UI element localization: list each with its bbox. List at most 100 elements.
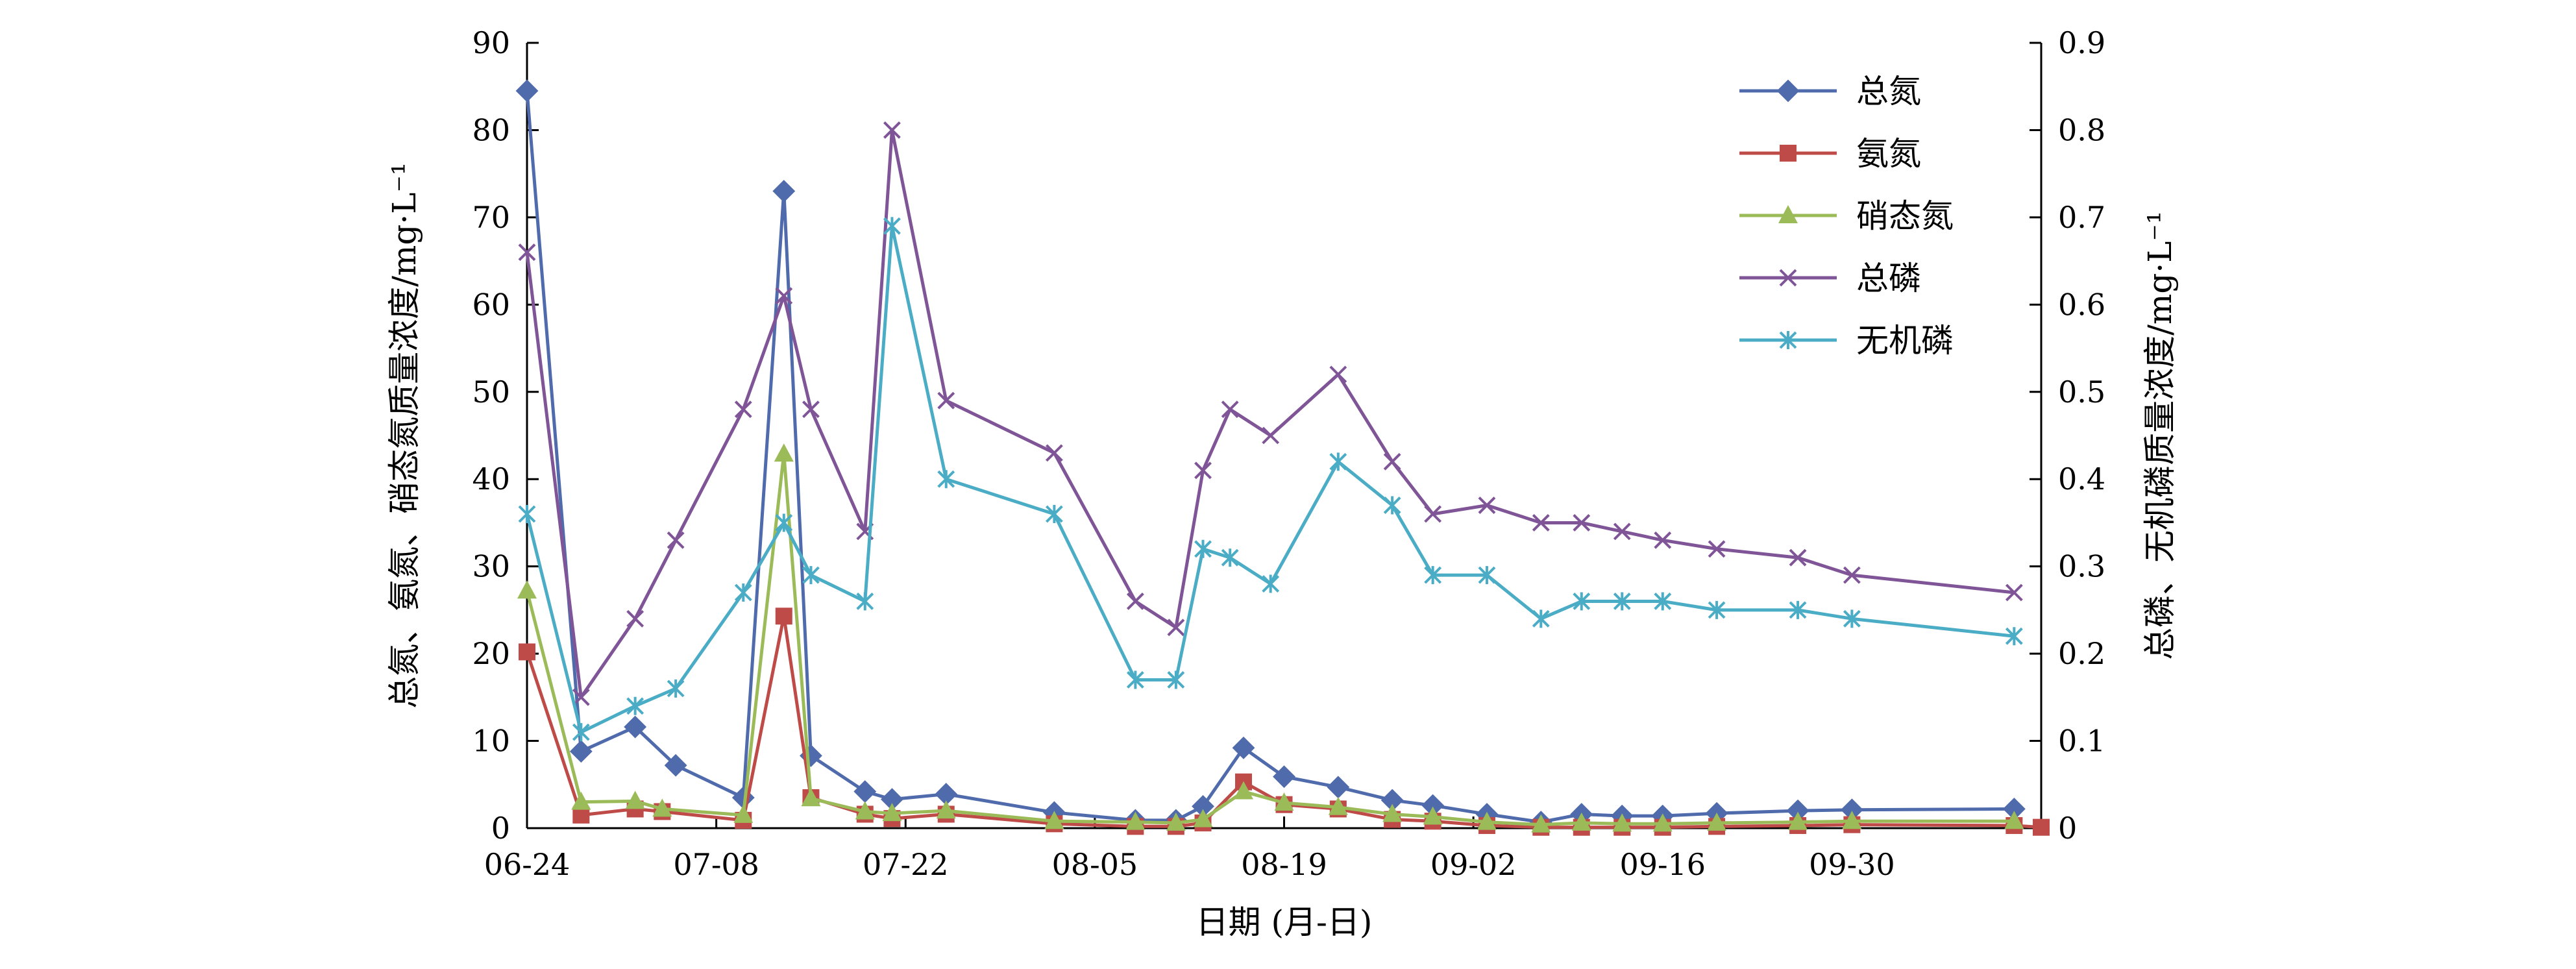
series-4-line bbox=[525, 128, 2015, 699]
series-4-point bbox=[883, 121, 901, 139]
series-4-point bbox=[1262, 426, 1280, 445]
series-5-point bbox=[1654, 592, 1672, 611]
series-1-line bbox=[525, 90, 2015, 824]
series-3-point bbox=[855, 801, 875, 820]
series-1-point bbox=[569, 740, 593, 763]
y-left-tick-label: 50 bbox=[472, 374, 510, 410]
series-3-point bbox=[1044, 811, 1064, 829]
series-4-point bbox=[1478, 497, 1496, 514]
series-3-point bbox=[1612, 813, 1632, 832]
series-3-point bbox=[1788, 811, 1808, 830]
legend-label: 氨氮 bbox=[1856, 135, 1921, 173]
series-5-point bbox=[1329, 452, 1347, 471]
x-axis-title: 日期 (月-日) bbox=[1196, 903, 1373, 941]
series-5-point bbox=[1789, 600, 1807, 619]
series-5-point bbox=[1262, 574, 1280, 593]
legend-label: 无机磷 bbox=[1856, 322, 1954, 360]
series-3-point bbox=[774, 443, 794, 462]
series-5-point bbox=[734, 583, 752, 602]
series-4-point bbox=[518, 243, 536, 262]
series-4-point bbox=[802, 400, 820, 419]
x-tick-label: 06-24 bbox=[484, 847, 570, 882]
y-right-tick-label: 0.4 bbox=[2058, 461, 2105, 497]
series-3-point bbox=[1274, 792, 1294, 811]
x-tick-label: 08-19 bbox=[1241, 847, 1327, 882]
legend-swatch-marker bbox=[1779, 269, 1797, 287]
series-3-point bbox=[1652, 813, 1673, 832]
series-4-point bbox=[1329, 365, 1347, 384]
series-4-point bbox=[667, 531, 685, 549]
series-5-point bbox=[1194, 539, 1212, 558]
series-1-point bbox=[1327, 776, 1350, 799]
series-4-point bbox=[1221, 400, 1239, 419]
y-right-tick-label: 0.6 bbox=[2058, 287, 2105, 322]
series-4-point bbox=[1843, 566, 1861, 584]
axes: 0 10 20 30 40 50 60 70 80 90 0 0.1 0.2 0.3 0.4 0.5 0.6 0.… bbox=[472, 25, 2105, 882]
series-5-point bbox=[1573, 592, 1591, 611]
series-4-point bbox=[1167, 619, 1185, 637]
series-3-point bbox=[1477, 811, 1497, 830]
series-5-point bbox=[1613, 592, 1631, 611]
series-4-point bbox=[2005, 583, 2023, 602]
legend-swatch-marker bbox=[1776, 79, 1800, 103]
series-4-point bbox=[626, 609, 644, 628]
series-3-point bbox=[936, 800, 956, 819]
series-5-point bbox=[2005, 627, 2023, 646]
series-3-point bbox=[1707, 812, 1727, 831]
y-left-tick-label: 40 bbox=[472, 461, 510, 497]
y-right-tick-label: 0 bbox=[2058, 811, 2077, 846]
series-3-point bbox=[2004, 811, 2024, 829]
x-tick-label: 07-08 bbox=[673, 847, 759, 882]
series-3-point bbox=[1382, 803, 1403, 822]
series-4-point bbox=[734, 400, 752, 419]
series-4-point bbox=[1573, 514, 1591, 532]
series-5-point bbox=[1532, 609, 1550, 628]
x-tick-label: 09-16 bbox=[1619, 847, 1706, 882]
y-right-tick-label: 0.1 bbox=[2058, 724, 2105, 759]
series-1-point bbox=[1273, 765, 1295, 789]
series-4-point bbox=[1194, 461, 1212, 480]
series-5-point bbox=[1167, 670, 1185, 689]
series-4-point bbox=[1424, 505, 1442, 523]
series-1 bbox=[515, 79, 2026, 834]
series-5-point bbox=[1221, 548, 1239, 567]
y-right-tick-label: 0.9 bbox=[2058, 25, 2105, 60]
series-5-point bbox=[1045, 505, 1063, 523]
series-3-point bbox=[1234, 781, 1254, 800]
y-left-tick-label: 90 bbox=[472, 25, 510, 60]
series-5 bbox=[518, 217, 2023, 742]
series-4-point bbox=[1654, 531, 1672, 549]
y-axis-left-title: 总氮、氨氮、硝态氮质量浓度/mg·L⁻¹ bbox=[386, 162, 423, 709]
legend-label: 总氮 bbox=[1856, 73, 1921, 110]
x-tick-label: 08-05 bbox=[1052, 847, 1138, 882]
series-1-point bbox=[853, 780, 877, 803]
series-3-point bbox=[882, 803, 902, 822]
series-5-point bbox=[667, 679, 685, 698]
series-layer bbox=[515, 79, 2050, 836]
series-3-point bbox=[517, 580, 537, 599]
series-5-point bbox=[572, 723, 590, 742]
y-left-tick-label: 0 bbox=[491, 811, 510, 846]
y-right-tick-label: 0.2 bbox=[2058, 636, 2105, 671]
legend-label: 总磷 bbox=[1856, 260, 1921, 297]
series-5-point bbox=[518, 505, 536, 523]
series-5-line bbox=[525, 224, 2015, 734]
series-1-point bbox=[664, 754, 687, 777]
series-3-point bbox=[1166, 812, 1186, 831]
series-2-point bbox=[2033, 818, 2050, 836]
series-4-point bbox=[1045, 444, 1063, 462]
series-3-point bbox=[801, 788, 821, 807]
series-5-point bbox=[1843, 609, 1861, 628]
series-4-point bbox=[572, 688, 590, 706]
y-left-tick-label: 70 bbox=[472, 200, 510, 235]
series-4-point bbox=[1126, 593, 1144, 610]
y-right-tick-label: 0.7 bbox=[2058, 200, 2105, 235]
series-3-line bbox=[525, 452, 2015, 827]
legend-label: 硝态氮 bbox=[1856, 197, 1954, 235]
series-3-point bbox=[571, 791, 591, 810]
series-4-point bbox=[775, 287, 793, 305]
series-2-point bbox=[775, 607, 792, 625]
x-tick-label: 09-02 bbox=[1430, 847, 1517, 882]
